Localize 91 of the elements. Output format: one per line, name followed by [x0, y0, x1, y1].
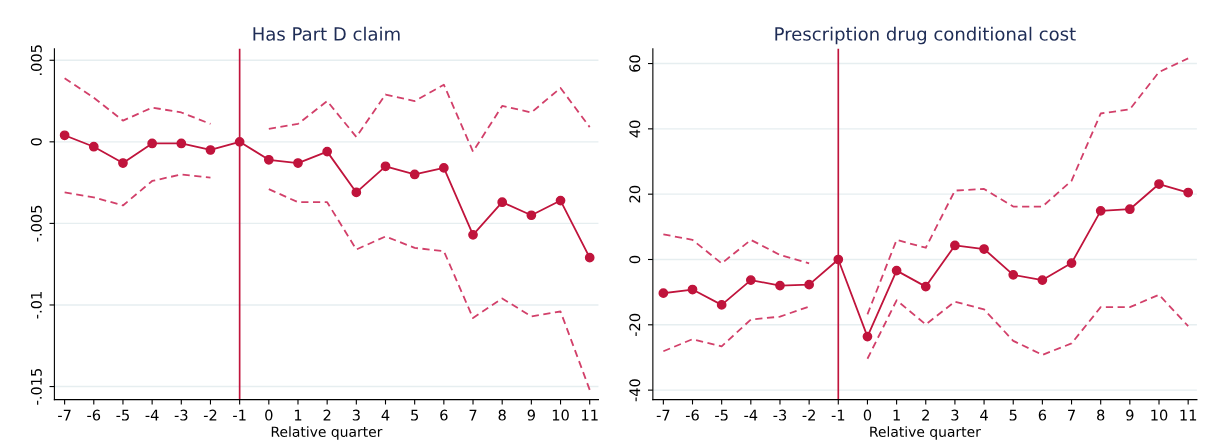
point	[745, 275, 756, 285]
x-tick-label: 1	[294, 409, 302, 421]
x-tick-label: 2	[922, 409, 929, 421]
y-tick-label: 60	[629, 55, 641, 72]
point	[497, 197, 508, 208]
x-tick-label: 9	[1126, 409, 1134, 421]
x-tick-label: 4	[980, 409, 988, 421]
x-tick-label: 11	[1180, 409, 1197, 421]
y-tick-label: 0	[629, 255, 641, 264]
point	[322, 146, 333, 157]
x-tick-label: -2	[203, 409, 217, 421]
point	[380, 161, 391, 172]
y-tick-label: 40	[629, 120, 641, 138]
point	[658, 288, 669, 298]
x-tick-label: 3	[352, 409, 360, 421]
point	[1095, 205, 1106, 216]
point	[205, 145, 216, 155]
y-tick-label: -.01	[30, 292, 42, 319]
point	[1066, 258, 1077, 268]
point	[775, 280, 785, 291]
x-tick-label: -5	[715, 409, 728, 421]
chart-title: Has Part D claim	[253, 26, 400, 41]
y-tick-label: .005	[30, 45, 42, 75]
point	[468, 229, 478, 240]
x-tick-label: -4	[744, 409, 758, 421]
x-tick-label: 10	[1151, 409, 1168, 421]
point	[147, 138, 157, 149]
x-tick-label: -3	[773, 409, 787, 421]
point	[293, 158, 303, 168]
x-tick-label: 5	[411, 409, 419, 421]
y-tick-label: 0	[30, 138, 42, 146]
x-tick-label: 3	[951, 409, 959, 421]
point	[584, 252, 595, 263]
y-tick-label: -.005	[30, 205, 42, 242]
x-tick-label: 5	[1009, 409, 1017, 421]
point	[804, 279, 814, 290]
x-tick-label: 8	[498, 409, 506, 421]
point	[234, 136, 245, 147]
x-tick-label: 0	[863, 409, 872, 421]
x-tick-label: -3	[174, 409, 188, 421]
x-tick-label: -7	[656, 409, 670, 421]
point	[833, 254, 844, 265]
point	[526, 210, 537, 221]
x-tick-label: -6	[685, 409, 699, 421]
point	[979, 244, 989, 254]
point	[950, 240, 960, 251]
point	[555, 195, 566, 206]
x-tick-label: -2	[802, 409, 815, 421]
x-tick-label: 1	[893, 409, 900, 421]
point	[176, 138, 187, 149]
point	[118, 158, 128, 168]
point	[1008, 269, 1019, 280]
x-tick-label: -5	[116, 409, 129, 421]
x-tick-label: -4	[145, 409, 159, 421]
x-tick-label: 0	[265, 409, 273, 421]
x-axis-title: Relative quarter	[271, 426, 383, 440]
x-tick-label: -1	[233, 409, 246, 421]
x-axis-title: Relative quarter	[870, 426, 981, 440]
y-tick-label: -.015	[30, 368, 42, 405]
point	[59, 130, 70, 141]
point	[1037, 275, 1048, 285]
x-tick-label: -1	[831, 409, 845, 421]
x-tick-label: 10	[552, 409, 569, 421]
chart-title: Prescription drug conditional cost	[775, 26, 1076, 45]
point	[1124, 204, 1135, 215]
point	[438, 163, 449, 173]
x-tick-label: 2	[323, 409, 331, 421]
y-tick-label: -20	[629, 313, 641, 337]
point	[716, 300, 727, 310]
point	[1183, 187, 1194, 198]
point	[1154, 179, 1164, 189]
point	[687, 284, 698, 295]
x-tick-label: 11	[582, 409, 598, 421]
point	[862, 331, 873, 342]
x-tick-label: 7	[469, 409, 477, 421]
x-tick-label: 8	[1097, 409, 1105, 421]
x-tick-label: 6	[1038, 409, 1047, 421]
x-tick-label: -7	[58, 409, 71, 421]
y-tick-label: 20	[629, 185, 641, 203]
point	[409, 169, 420, 180]
point	[920, 281, 931, 292]
point	[891, 265, 902, 276]
point	[88, 141, 99, 152]
x-tick-label: 9	[527, 409, 535, 421]
x-tick-label: 7	[1068, 409, 1075, 421]
x-tick-label: 6	[440, 409, 448, 421]
x-tick-label: 4	[381, 409, 390, 421]
y-tick-label: -40	[629, 379, 641, 402]
point	[351, 187, 362, 198]
x-tick-label: -6	[87, 409, 101, 421]
point	[263, 154, 274, 165]
